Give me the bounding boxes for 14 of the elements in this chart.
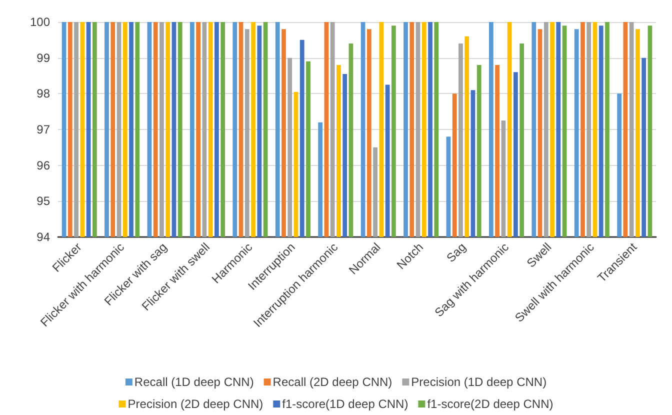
y-tick-label: 98: [36, 86, 50, 101]
legend-label: Precision (2D deep CNN): [128, 397, 264, 411]
legend-label: f1-score(2D deep CNN): [427, 397, 554, 411]
y-tick-label: 100: [30, 15, 50, 29]
y-tick-label: 97: [36, 122, 50, 136]
legend-label: f1-score(1D deep CNN): [282, 397, 408, 411]
y-tick-label: 96: [36, 158, 50, 172]
legend-label: Precision (1D deep CNN): [411, 375, 547, 389]
y-tick-label: 95: [36, 194, 50, 208]
y-tick-label: 99: [36, 50, 50, 65]
legend-label: Recall (1D deep CNN): [134, 375, 254, 389]
y-tick-label: 94: [36, 230, 50, 244]
x-tick-label: Sag: [444, 240, 469, 266]
legend-label: Recall (2D deep CNN): [272, 375, 392, 389]
